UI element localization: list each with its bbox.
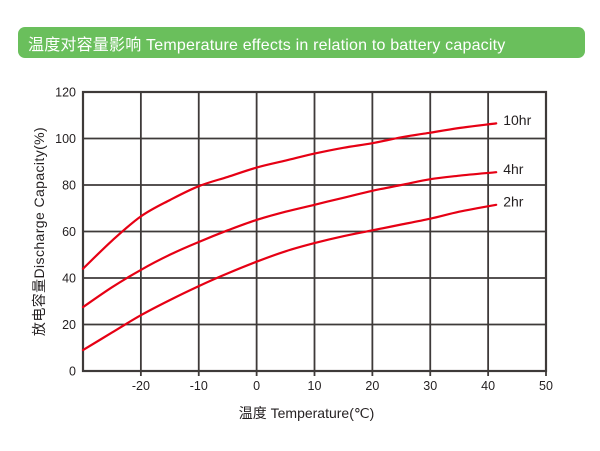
- y-axis-title: 放电容量Discharge Capacity(%): [31, 127, 47, 336]
- curve-4hr: [81, 171, 498, 309]
- x-tick-label: 0: [253, 379, 260, 393]
- x-tick-label: 10: [308, 379, 322, 393]
- y-tick-label: 120: [55, 86, 76, 100]
- curve-2hr: [81, 203, 498, 352]
- curve-10hr: [81, 122, 498, 270]
- y-tick-label: 100: [55, 132, 76, 146]
- x-tick-label: -10: [190, 379, 208, 393]
- y-tick-label: 20: [62, 318, 76, 332]
- x-tick-label: -20: [132, 379, 150, 393]
- curve-label-2hr: 2hr: [503, 193, 524, 209]
- x-axis-title: 温度 Temperature(℃): [239, 405, 375, 421]
- y-tick-label: 60: [62, 225, 76, 239]
- x-tick-label: 40: [481, 379, 495, 393]
- curve-label-10hr: 10hr: [503, 112, 531, 128]
- y-tick-label: 0: [69, 365, 76, 379]
- curve-label-4hr: 4hr: [503, 161, 524, 177]
- y-tick-label: 40: [62, 272, 76, 286]
- x-tick-label: 20: [365, 379, 379, 393]
- plot-border: [81, 90, 548, 373]
- x-tick-label: 50: [539, 379, 553, 393]
- y-tick-label: 80: [62, 179, 76, 193]
- page-title: 温度对容量影响 Temperature effects in relation …: [28, 36, 506, 54]
- title-banner: 温度对容量影响 Temperature effects in relation …: [18, 27, 585, 58]
- x-tick-label: 30: [423, 379, 437, 393]
